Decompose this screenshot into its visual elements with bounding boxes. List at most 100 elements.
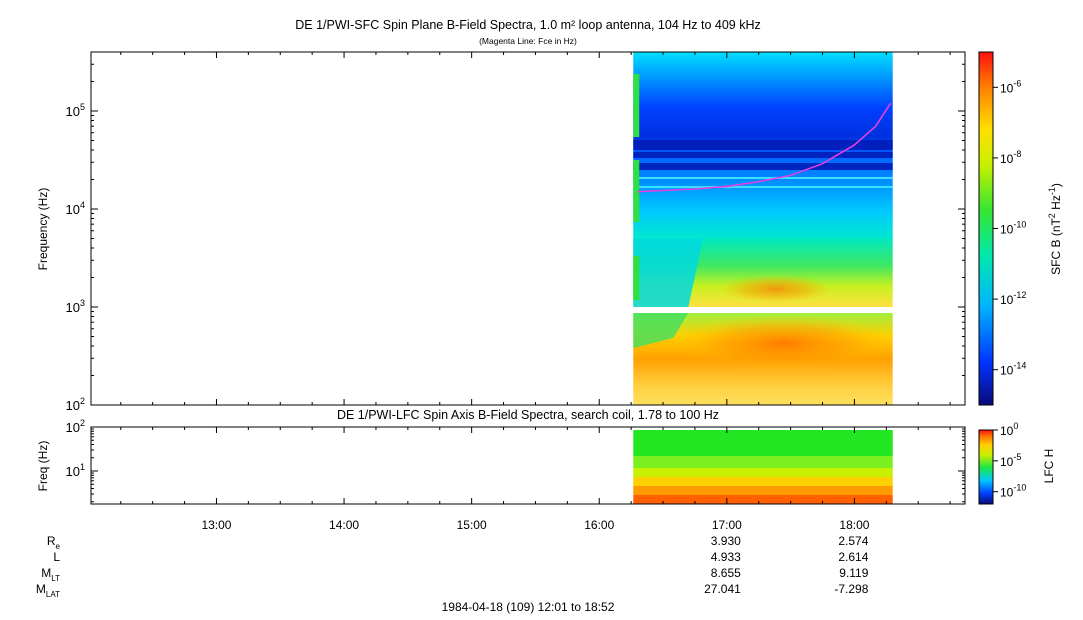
sfc-emission-blob: [674, 315, 893, 372]
lfc-band: [633, 456, 893, 468]
colorbar-tick-base: 10: [1000, 152, 1014, 166]
time-tick-label: 16:00: [584, 518, 614, 532]
y-tick-label: 105: [66, 102, 85, 119]
ephemeris-value: 3.930: [711, 534, 741, 548]
y-tick-base: 10: [66, 104, 80, 119]
colorbar-tick-label: 10-5: [1000, 452, 1021, 469]
y-tick-label: 103: [66, 298, 85, 315]
colorbar-tick-exp: -8: [1013, 149, 1021, 159]
sfc-plot-frame: [90, 51, 966, 406]
ephemeris-value: 2.614: [838, 550, 868, 564]
ephemeris-value: 27.041: [704, 582, 741, 596]
colorbar-tick-exp: 0: [1013, 421, 1018, 431]
ephemeris-value: 4.933: [711, 550, 741, 564]
sfc-panel-subtitle: (Magenta Line: Fce in Hz): [479, 36, 577, 46]
lfc-colorbar-label: LFC H: [1042, 449, 1056, 484]
sfc-y-axis-label: Frequency (Hz): [36, 188, 50, 271]
time-tick-label: 13:00: [201, 518, 231, 532]
ephemeris-value: 8.655: [711, 566, 741, 580]
colorbar-tick-base: 10: [1000, 81, 1014, 95]
ephemeris-label-sub: e: [56, 542, 61, 551]
y-tick-base: 10: [66, 202, 80, 217]
time-tick-label: 17:00: [712, 518, 742, 532]
colorbar-tick-label: 10-10: [1000, 220, 1026, 237]
sfc-dark-band: [633, 140, 893, 150]
time-tick-label: 14:00: [329, 518, 359, 532]
ephemeris-label-base: L: [53, 550, 60, 564]
lfc-band: [633, 495, 893, 504]
sfc-edge-strip: [633, 256, 640, 300]
ephemeris-label-base: R: [47, 534, 56, 548]
colorbar-tick-exp: -6: [1013, 78, 1021, 88]
colorbar-tick-exp: -10: [1013, 220, 1026, 230]
sfc-early-wedge: [633, 238, 704, 308]
colorbar-tick-label: 10-14: [1000, 361, 1026, 378]
colorbar-tick-base: 10: [1000, 223, 1014, 237]
sfc-panel-title: DE 1/PWI-SFC Spin Plane B-Field Spectra,…: [295, 18, 761, 32]
colorbar-tick-label: 10-10: [1000, 483, 1026, 500]
ephemeris-label-sub: LT: [51, 574, 60, 583]
ephemeris-label: MLAT: [36, 582, 60, 599]
time-tick-label: 18:00: [839, 518, 869, 532]
colorbar-tick-label: 10-8: [1000, 149, 1021, 166]
lfc-spectrogram-data: [633, 430, 893, 504]
sfc-colorbar-label-end: ): [1049, 183, 1063, 187]
ephemeris-label: L: [53, 550, 60, 564]
sfc-emission-blob-upper: [718, 275, 834, 304]
sfc-colorbar-label: SFC B (nT2 Hz-1): [1047, 183, 1063, 275]
colorbar-tick-exp: -14: [1013, 361, 1026, 371]
ephemeris-table: Re 3.930 2.574 L 4.933 2.614 MLT 8.655 9.119 MLAT…: [36, 534, 869, 599]
sfc-colorbar-label-sup1: 2: [1047, 213, 1057, 218]
sfc-colorbar-label-base: SFC B (nT: [1049, 218, 1063, 275]
ephemeris-value: -7.298: [834, 582, 868, 596]
sfc-bright-line: [633, 186, 893, 188]
y-tick-label: 102: [66, 396, 85, 413]
lfc-band: [633, 477, 893, 486]
colorbar-tick-base: 10: [1000, 455, 1014, 469]
y-tick-exp: 5: [80, 102, 85, 112]
ephemeris-value: 9.119: [839, 566, 868, 580]
y-tick-label: 104: [66, 200, 85, 217]
lfc-band: [633, 486, 893, 495]
colorbar-tick-label: 10-6: [1000, 78, 1021, 95]
lfc-x-ticks: [120, 427, 951, 504]
time-range-footer: 1984-04-18 (109) 12:01 to 18:52: [442, 600, 615, 614]
sfc-colorbar-label-sup2: -1: [1047, 187, 1057, 195]
sfc-data-gap: [633, 307, 893, 314]
y-tick-label: 102: [66, 418, 85, 435]
ephemeris-label: MLT: [41, 566, 60, 583]
sfc-spectrogram-data: [633, 52, 893, 405]
sfc-x-ticks: [120, 52, 951, 405]
colorbar-tick-exp: -10: [1013, 483, 1026, 493]
y-tick-label: 101: [66, 462, 85, 479]
sfc-bright-line: [633, 177, 893, 179]
y-tick-exp: 2: [80, 418, 85, 428]
colorbar-tick-base: 10: [1000, 486, 1014, 500]
sfc-edge-strip: [633, 160, 640, 222]
ephemeris-label-base: M: [41, 566, 51, 580]
y-tick-base: 10: [66, 420, 80, 435]
colorbar-tick-base: 10: [1000, 364, 1014, 378]
lfc-panel-title: DE 1/PWI-LFC Spin Axis B-Field Spectra, …: [337, 408, 719, 422]
lfc-y-axis-label: Freq (Hz): [36, 441, 50, 492]
colorbar-tick-exp: -5: [1013, 452, 1021, 462]
colorbar-tick-label: 10-12: [1000, 290, 1026, 307]
ephemeris-value: 2.574: [838, 534, 868, 548]
lfc-band: [633, 430, 893, 456]
colorbar-tick-base: 10: [1000, 293, 1014, 307]
y-tick-base: 10: [66, 398, 80, 413]
colorbar-tick-label: 100: [1000, 421, 1018, 438]
y-tick-exp: 1: [80, 462, 85, 472]
colorbar-tick-base: 10: [1000, 424, 1014, 438]
y-tick-base: 10: [66, 464, 80, 479]
sfc-edge-strip: [633, 74, 640, 137]
sfc-colorbar-label-mid: Hz: [1049, 195, 1063, 213]
